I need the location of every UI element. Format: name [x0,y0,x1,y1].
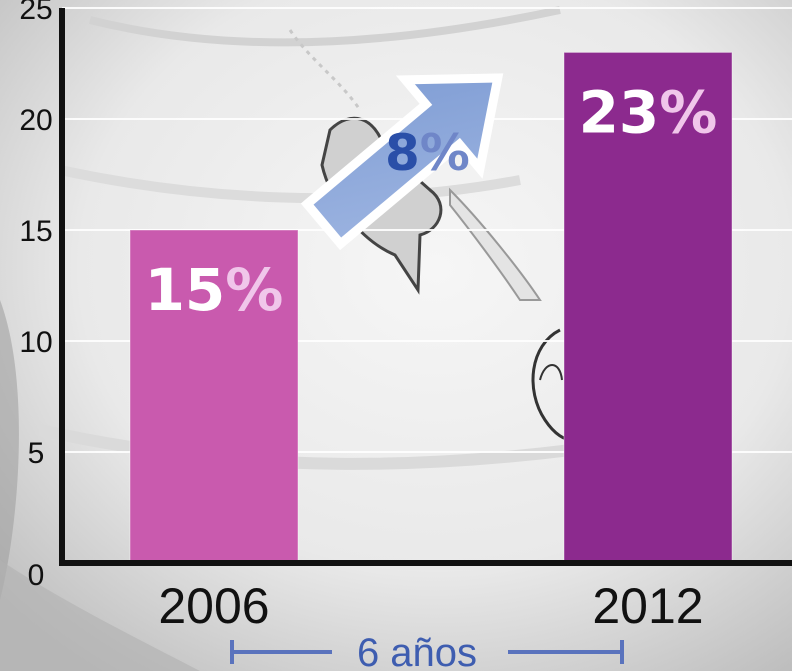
y-tick-label: 20 [19,104,52,137]
y-tick-label: 25 [19,0,52,26]
data-label-2006: 15% [145,256,284,324]
x-tick-labels: 2006 2012 [158,578,703,634]
data-labels: 15% 23% [145,78,718,324]
bars [129,51,733,564]
x-tick-label: 2006 [158,578,269,634]
y-tick-label: 0 [28,559,45,592]
span-label: 6 años [357,631,477,671]
span-indicator: 6 años [230,631,624,671]
y-tick-label: 5 [28,437,45,470]
y-tick-labels: 0 5 10 15 20 25 [19,0,52,592]
bar-2006 [129,229,299,564]
y-tick-label: 15 [19,215,52,248]
data-label-2012: 23% [579,78,718,146]
bar-2012 [563,51,733,564]
up-right-arrow-icon [300,73,504,251]
x-tick-label: 2012 [592,578,703,634]
growth-label: 8% [385,124,470,182]
y-tick-label: 10 [19,326,52,359]
